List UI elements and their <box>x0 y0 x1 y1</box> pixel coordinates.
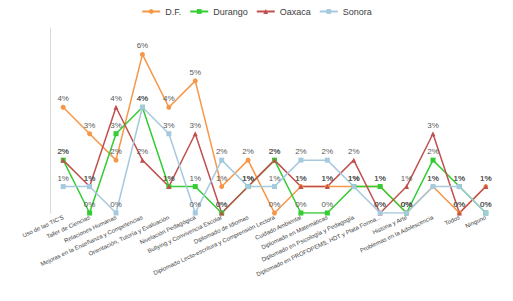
svg-text:1%: 1% <box>216 174 228 183</box>
svg-text:2%: 2% <box>242 147 254 156</box>
svg-text:Durango: Durango <box>213 7 248 17</box>
svg-text:Sonora: Sonora <box>343 7 372 17</box>
svg-text:1%: 1% <box>427 174 439 183</box>
svg-text:3%: 3% <box>427 121 439 130</box>
svg-text:4%: 4% <box>137 94 149 103</box>
svg-text:6%: 6% <box>137 41 149 50</box>
svg-text:0%: 0% <box>454 200 466 209</box>
svg-text:Diplomado en PROFOPEMS, HDT y: Diplomado en PROFOPEMS, HDT y Plata Form… <box>255 214 382 278</box>
svg-text:2%: 2% <box>57 147 69 156</box>
svg-text:3%: 3% <box>189 121 201 130</box>
svg-text:3%: 3% <box>110 121 122 130</box>
svg-text:Cuidado Ambiental: Cuidado Ambiental <box>254 214 303 241</box>
svg-text:3%: 3% <box>163 121 175 130</box>
svg-text:1%: 1% <box>163 174 175 183</box>
svg-text:Bullying y Convivencia Escolar: Bullying y Convivencia Escolar <box>146 214 223 255</box>
svg-text:2%: 2% <box>295 147 307 156</box>
svg-text:0%: 0% <box>269 200 281 209</box>
svg-text:0%: 0% <box>401 200 413 209</box>
svg-text:2%: 2% <box>137 147 149 156</box>
svg-text:1%: 1% <box>163 174 175 183</box>
svg-text:1%: 1% <box>242 174 254 183</box>
svg-text:Problemas en la Adolescencia: Problemas en la Adolescencia <box>359 214 435 254</box>
svg-text:1%: 1% <box>374 174 386 183</box>
svg-text:0%: 0% <box>401 200 413 209</box>
svg-text:1%: 1% <box>348 174 360 183</box>
svg-text:0%: 0% <box>374 200 386 209</box>
svg-text:1%: 1% <box>401 174 413 183</box>
svg-text:0%: 0% <box>295 200 307 209</box>
svg-text:0%: 0% <box>480 200 492 209</box>
svg-text:2%: 2% <box>427 147 439 156</box>
svg-text:0%: 0% <box>189 200 201 209</box>
svg-text:0%: 0% <box>480 200 492 209</box>
svg-text:1%: 1% <box>295 174 307 183</box>
svg-text:1%: 1% <box>454 174 466 183</box>
svg-text:1%: 1% <box>480 174 492 183</box>
svg-text:4%: 4% <box>137 94 149 103</box>
svg-text:2%: 2% <box>269 147 281 156</box>
svg-text:0%: 0% <box>374 200 386 209</box>
svg-text:Mejoras en la Enseñanza y Comp: Mejoras en la Enseñanza y Competencias <box>40 214 144 267</box>
svg-text:3%: 3% <box>84 121 96 130</box>
svg-text:4%: 4% <box>57 94 69 103</box>
svg-text:2%: 2% <box>269 147 281 156</box>
svg-text:Ninguno: Ninguno <box>464 214 487 229</box>
svg-text:1%: 1% <box>480 174 492 183</box>
svg-text:0%: 0% <box>322 200 334 209</box>
svg-text:1%: 1% <box>189 174 201 183</box>
svg-text:2%: 2% <box>57 147 69 156</box>
svg-text:1%: 1% <box>295 174 307 183</box>
svg-text:0%: 0% <box>110 200 122 209</box>
svg-text:1%: 1% <box>348 174 360 183</box>
svg-text:Orientación, Tutoría y Evaluac: Orientación, Tutoría y Evaluación <box>87 214 171 257</box>
svg-text:0%: 0% <box>84 200 96 209</box>
svg-text:Oaxaca: Oaxaca <box>280 7 311 17</box>
svg-text:4%: 4% <box>110 94 122 103</box>
svg-text:2%: 2% <box>216 147 228 156</box>
svg-text:5%: 5% <box>189 68 201 77</box>
svg-text:2%: 2% <box>322 147 334 156</box>
svg-text:1%: 1% <box>322 174 334 183</box>
svg-text:Todos: Todos <box>444 214 461 226</box>
svg-text:Relaciones Humanas: Relaciones Humanas <box>63 214 118 244</box>
svg-text:1%: 1% <box>57 174 69 183</box>
svg-text:4%: 4% <box>163 94 175 103</box>
svg-text:Historia y Arte: Historia y Arte <box>371 214 408 236</box>
svg-text:1%: 1% <box>242 174 254 183</box>
svg-text:Uso de las TIC'S: Uso de las TIC'S <box>21 214 65 239</box>
svg-text:0%: 0% <box>216 200 228 209</box>
svg-text:2%: 2% <box>348 147 360 156</box>
svg-text:Diplomado de Idiomas: Diplomado de Idiomas <box>192 214 250 245</box>
svg-text:0%: 0% <box>401 200 413 209</box>
svg-text:0%: 0% <box>454 200 466 209</box>
svg-text:1%: 1% <box>269 174 281 183</box>
svg-text:1%: 1% <box>427 174 439 183</box>
svg-text:1%: 1% <box>84 174 96 183</box>
svg-text:0%: 0% <box>216 200 228 209</box>
svg-text:1%: 1% <box>454 174 466 183</box>
svg-text:1%: 1% <box>374 174 386 183</box>
svg-text:1%: 1% <box>348 174 360 183</box>
svg-text:1%: 1% <box>322 174 334 183</box>
svg-text:Taller de Ciencias: Taller de Ciencias <box>45 214 91 240</box>
svg-text:D.F.: D.F. <box>165 7 181 17</box>
svg-text:Diplomado en Psicología y Peda: Diplomado en Psicología y Pedagogía <box>260 214 355 263</box>
svg-text:1%: 1% <box>84 174 96 183</box>
svg-text:2%: 2% <box>110 147 122 156</box>
svg-text:1%: 1% <box>242 174 254 183</box>
svg-text:Diplomado Lecto-escritura y Co: Diplomado Lecto-escritura y Comprensión … <box>152 214 276 276</box>
svg-text:Nivelación Pedagógica: Nivelación Pedagógica <box>138 214 197 246</box>
svg-text:Diplomado en Matemáticas: Diplomado en Matemáticas <box>260 214 329 251</box>
